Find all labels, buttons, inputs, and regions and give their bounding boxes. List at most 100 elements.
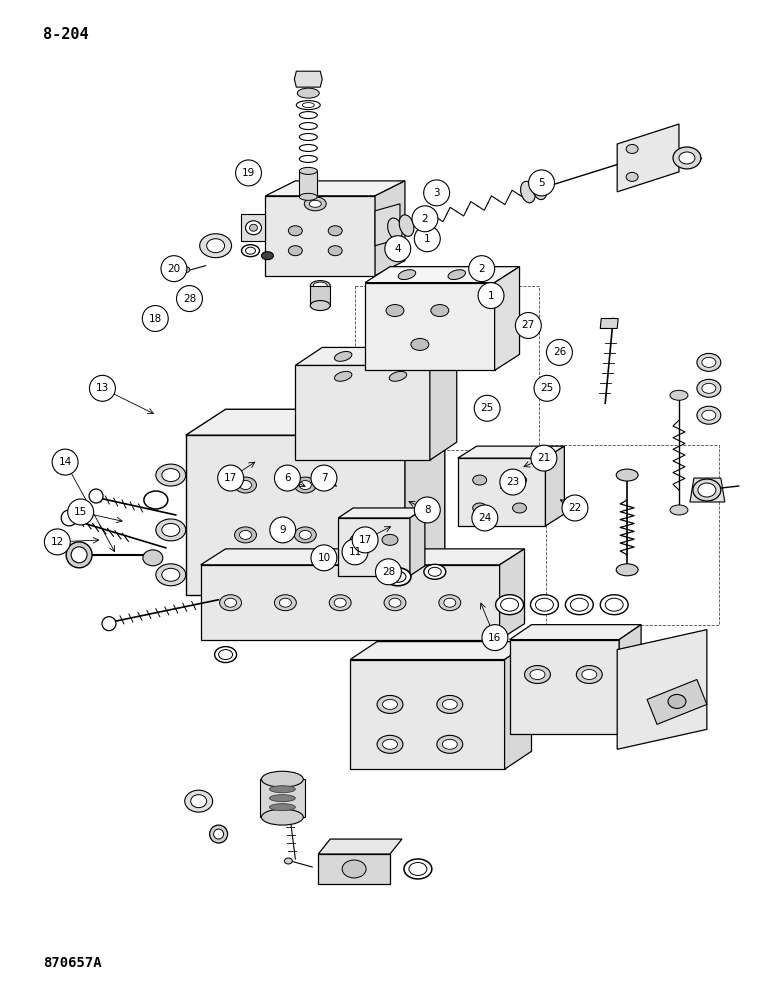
Ellipse shape xyxy=(389,351,406,361)
Text: 19: 19 xyxy=(242,168,255,178)
Circle shape xyxy=(482,625,508,651)
Ellipse shape xyxy=(207,239,225,253)
Text: 10: 10 xyxy=(317,553,331,563)
Ellipse shape xyxy=(242,245,260,257)
Polygon shape xyxy=(318,839,402,854)
Ellipse shape xyxy=(289,246,303,256)
Text: 12: 12 xyxy=(51,537,64,547)
Ellipse shape xyxy=(437,695,463,713)
Circle shape xyxy=(311,465,337,491)
Circle shape xyxy=(424,180,449,206)
Ellipse shape xyxy=(399,215,414,236)
Ellipse shape xyxy=(185,790,213,812)
Polygon shape xyxy=(294,71,322,87)
Ellipse shape xyxy=(428,567,441,576)
Polygon shape xyxy=(261,779,305,817)
Ellipse shape xyxy=(626,144,638,153)
Ellipse shape xyxy=(214,829,224,839)
Polygon shape xyxy=(505,642,531,769)
Ellipse shape xyxy=(294,527,316,543)
Ellipse shape xyxy=(702,357,716,367)
Ellipse shape xyxy=(239,481,251,490)
Circle shape xyxy=(385,236,411,262)
Ellipse shape xyxy=(377,695,403,713)
Ellipse shape xyxy=(679,152,695,164)
Polygon shape xyxy=(619,625,641,734)
Polygon shape xyxy=(690,478,725,502)
Polygon shape xyxy=(500,549,524,640)
Text: 2: 2 xyxy=(478,264,485,274)
Ellipse shape xyxy=(566,595,594,615)
Circle shape xyxy=(472,505,498,531)
Ellipse shape xyxy=(570,598,588,611)
Ellipse shape xyxy=(143,550,163,566)
Circle shape xyxy=(414,497,440,523)
Ellipse shape xyxy=(220,595,242,611)
Polygon shape xyxy=(509,640,619,734)
Ellipse shape xyxy=(342,860,366,878)
Polygon shape xyxy=(495,267,519,370)
Ellipse shape xyxy=(218,650,232,660)
Text: 21: 21 xyxy=(537,453,551,463)
Circle shape xyxy=(500,469,526,495)
Ellipse shape xyxy=(702,410,716,420)
Ellipse shape xyxy=(156,564,186,586)
Ellipse shape xyxy=(411,338,429,350)
Ellipse shape xyxy=(156,464,186,486)
Ellipse shape xyxy=(182,267,190,273)
Ellipse shape xyxy=(616,469,638,481)
Circle shape xyxy=(342,539,368,565)
Polygon shape xyxy=(240,214,265,241)
Ellipse shape xyxy=(382,739,398,749)
Ellipse shape xyxy=(601,595,628,615)
Polygon shape xyxy=(265,181,405,196)
Ellipse shape xyxy=(310,301,330,311)
Ellipse shape xyxy=(670,505,688,515)
Circle shape xyxy=(547,339,573,365)
Ellipse shape xyxy=(404,859,432,879)
Polygon shape xyxy=(375,204,400,246)
Ellipse shape xyxy=(384,595,406,611)
Text: 14: 14 xyxy=(58,457,72,467)
Ellipse shape xyxy=(329,595,351,611)
Ellipse shape xyxy=(437,735,463,753)
Circle shape xyxy=(176,286,203,312)
Text: 7: 7 xyxy=(321,473,328,483)
Ellipse shape xyxy=(300,144,317,151)
Ellipse shape xyxy=(328,246,342,256)
Polygon shape xyxy=(310,286,330,306)
Circle shape xyxy=(478,283,504,309)
Text: 1: 1 xyxy=(488,291,495,301)
Ellipse shape xyxy=(582,670,597,680)
Ellipse shape xyxy=(431,305,448,317)
Ellipse shape xyxy=(328,226,342,236)
Circle shape xyxy=(52,449,78,475)
Ellipse shape xyxy=(576,666,602,683)
Ellipse shape xyxy=(300,123,317,130)
Ellipse shape xyxy=(66,542,92,568)
Text: 17: 17 xyxy=(359,535,372,545)
Text: 6: 6 xyxy=(284,473,291,483)
Polygon shape xyxy=(200,565,500,640)
Ellipse shape xyxy=(335,371,352,381)
Ellipse shape xyxy=(269,786,296,793)
Ellipse shape xyxy=(390,571,406,582)
Text: 13: 13 xyxy=(96,383,109,393)
Ellipse shape xyxy=(269,795,296,802)
Text: 17: 17 xyxy=(224,473,237,483)
Ellipse shape xyxy=(388,218,402,239)
Ellipse shape xyxy=(303,103,314,108)
Ellipse shape xyxy=(697,406,721,424)
Circle shape xyxy=(161,256,187,282)
Ellipse shape xyxy=(409,862,427,875)
Polygon shape xyxy=(545,446,565,526)
Text: 24: 24 xyxy=(478,513,491,523)
Ellipse shape xyxy=(300,112,317,119)
Ellipse shape xyxy=(512,503,526,513)
Ellipse shape xyxy=(512,475,526,485)
Circle shape xyxy=(275,465,300,491)
Ellipse shape xyxy=(269,804,296,811)
Ellipse shape xyxy=(442,739,457,749)
Text: 3: 3 xyxy=(434,188,440,198)
Polygon shape xyxy=(339,508,425,518)
